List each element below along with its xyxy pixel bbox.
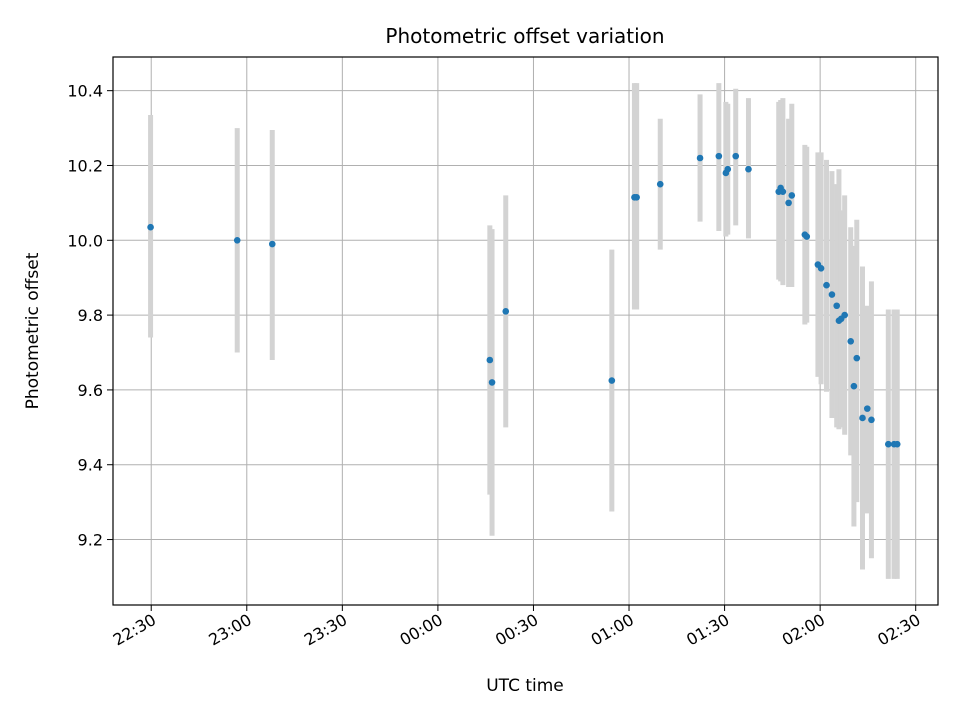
data-point xyxy=(847,338,854,345)
data-point xyxy=(780,188,787,195)
y-tick-label: 10.0 xyxy=(67,231,103,250)
data-point xyxy=(785,200,792,207)
y-tick-label: 9.4 xyxy=(78,456,103,475)
data-point xyxy=(841,312,848,319)
data-point xyxy=(489,379,496,386)
y-tick-label: 9.8 xyxy=(78,306,103,325)
data-point xyxy=(823,282,830,289)
data-point xyxy=(147,224,154,231)
data-point xyxy=(885,441,892,448)
data-point xyxy=(502,308,509,315)
data-point xyxy=(829,291,836,298)
data-point xyxy=(853,355,860,362)
data-point xyxy=(745,166,752,173)
data-point xyxy=(609,377,616,384)
data-point xyxy=(864,405,871,412)
y-axis-label: Photometric offset xyxy=(23,252,43,409)
data-point xyxy=(716,153,723,160)
data-point xyxy=(697,155,704,162)
y-tick-label: 10.4 xyxy=(67,82,103,101)
data-point xyxy=(803,233,810,240)
data-point xyxy=(894,441,901,448)
data-point xyxy=(851,383,858,390)
y-tick-label: 9.2 xyxy=(78,531,103,550)
y-tick-label: 10.2 xyxy=(67,156,103,175)
chart-title: Photometric offset variation xyxy=(385,24,664,48)
data-point xyxy=(633,194,640,201)
data-point xyxy=(724,166,731,173)
data-point xyxy=(234,237,241,244)
data-point xyxy=(788,192,795,199)
chart-canvas: Photometric offset variation 22:30 23:00 2… xyxy=(0,0,960,720)
x-axis-label: UTC time xyxy=(486,676,564,696)
data-point xyxy=(818,265,825,272)
data-point xyxy=(487,357,494,364)
data-point xyxy=(859,415,866,422)
data-point xyxy=(868,417,875,424)
data-point xyxy=(732,153,739,160)
data-point xyxy=(269,241,276,248)
data-point xyxy=(657,181,664,188)
data-point xyxy=(833,302,840,309)
y-tick-label: 9.6 xyxy=(78,381,103,400)
